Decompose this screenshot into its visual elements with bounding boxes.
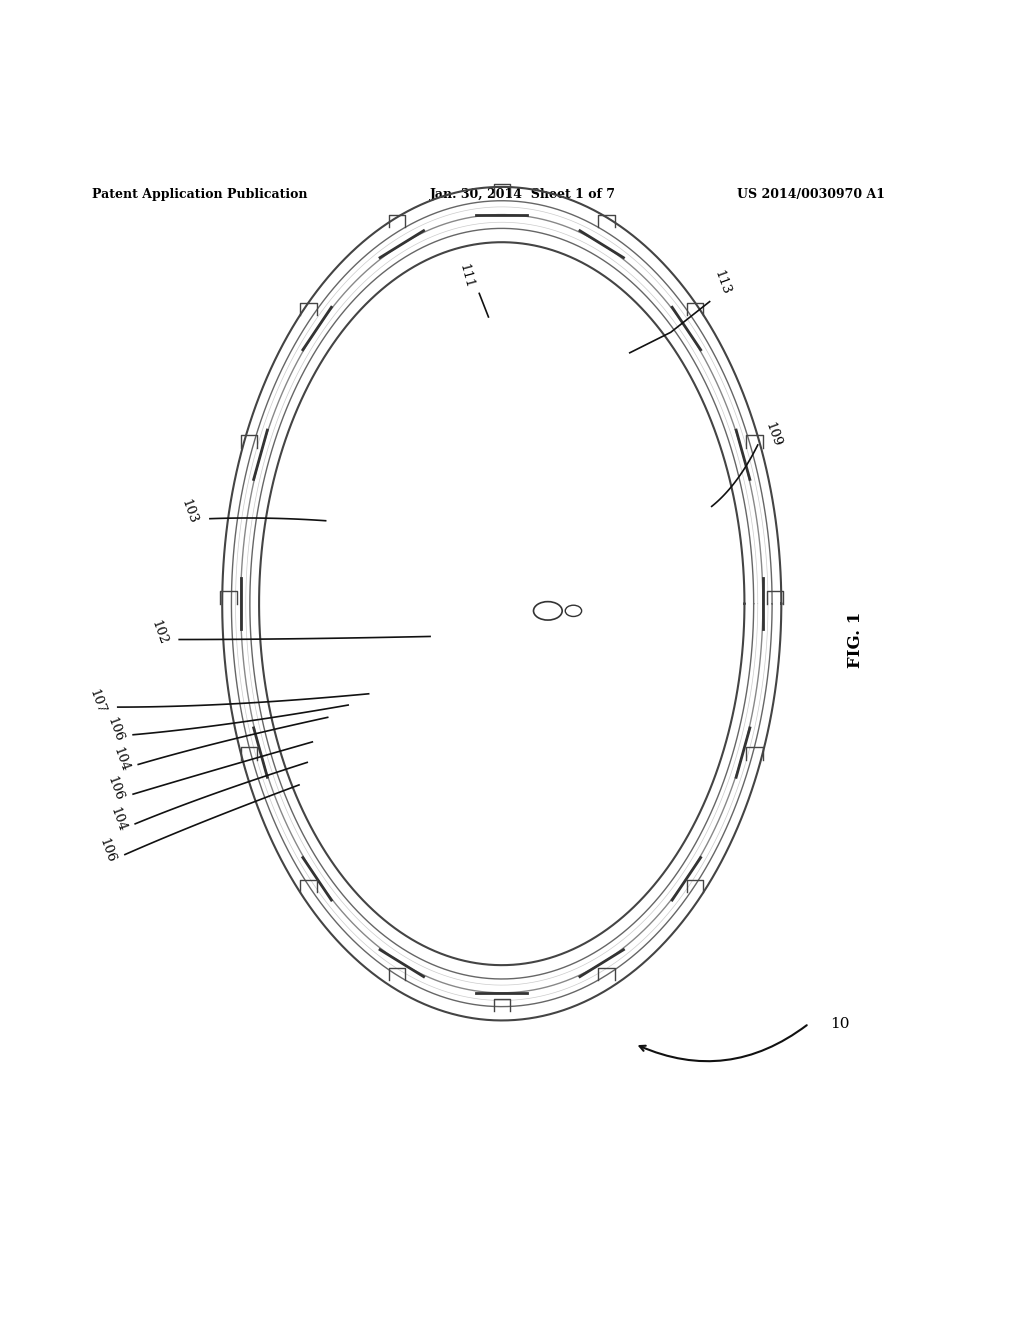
Text: 104: 104	[111, 746, 131, 774]
Text: US 2014/0030970 A1: US 2014/0030970 A1	[737, 187, 886, 201]
Text: 106: 106	[97, 837, 118, 865]
Text: 106: 106	[104, 775, 125, 803]
Text: 104: 104	[108, 805, 128, 834]
Text: 10: 10	[829, 1016, 850, 1031]
Text: 106: 106	[104, 715, 125, 743]
Ellipse shape	[534, 602, 562, 620]
Text: Patent Application Publication: Patent Application Publication	[92, 187, 307, 201]
Text: 102: 102	[148, 618, 169, 647]
Text: 111: 111	[457, 263, 475, 290]
Text: 109: 109	[763, 421, 783, 449]
Text: 103: 103	[179, 498, 200, 525]
Text: 107: 107	[87, 688, 108, 715]
Ellipse shape	[565, 605, 582, 616]
Text: FIG. 1: FIG. 1	[847, 611, 863, 668]
Text: 113: 113	[712, 268, 732, 297]
Text: Jan. 30, 2014  Sheet 1 of 7: Jan. 30, 2014 Sheet 1 of 7	[430, 187, 616, 201]
